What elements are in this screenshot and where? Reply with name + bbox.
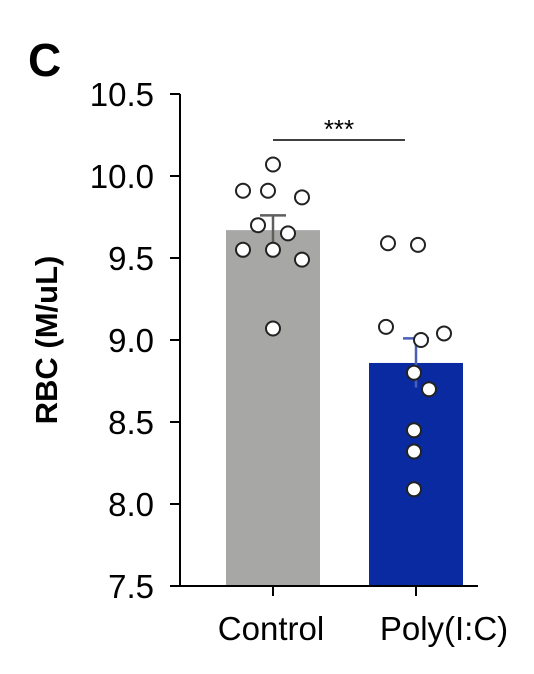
- y-tick-label: 9.0: [108, 322, 154, 359]
- data-point: [413, 332, 429, 348]
- y-tick-label: 8.0: [108, 486, 154, 523]
- data-point: [406, 481, 422, 498]
- data-point: [410, 236, 426, 253]
- bar-control: [226, 230, 320, 586]
- y-tick-label: 7.5: [108, 568, 154, 605]
- data-points-group: [235, 156, 452, 498]
- data-point: [265, 241, 281, 258]
- data-point: [235, 241, 251, 258]
- data-point: [380, 235, 396, 252]
- axes-group: Control Poly(I:C) 7.5 8.0 8.5 9.0 9.5 10.0 10.5: [90, 76, 508, 647]
- data-point: [436, 325, 452, 342]
- data-point: [406, 422, 422, 439]
- data-point: [406, 364, 422, 381]
- data-point: [421, 381, 437, 398]
- data-point: [406, 443, 422, 460]
- data-point: [378, 318, 394, 335]
- y-axis-label: RBC (M/uL): [29, 256, 64, 425]
- data-point: [294, 189, 310, 206]
- data-point: [265, 156, 281, 173]
- y-tick-label: 9.5: [108, 240, 154, 277]
- data-point: [294, 251, 310, 268]
- y-tick-label: 8.5: [108, 404, 154, 441]
- data-point: [280, 225, 296, 242]
- data-point: [250, 217, 266, 234]
- significance-group: ***: [273, 114, 405, 144]
- panel-letter: C: [28, 34, 61, 86]
- data-point: [265, 320, 281, 337]
- bar-polyic: [369, 362, 463, 586]
- x-tick-label: Control: [218, 610, 324, 647]
- bars-group: [226, 230, 463, 586]
- significance-label: ***: [324, 114, 354, 144]
- y-tick-label: 10.5: [90, 76, 154, 113]
- data-point: [235, 182, 251, 199]
- y-tick-label: 10.0: [90, 158, 154, 195]
- data-point: [260, 182, 276, 199]
- x-tick-label: Poly(I:C): [380, 610, 508, 647]
